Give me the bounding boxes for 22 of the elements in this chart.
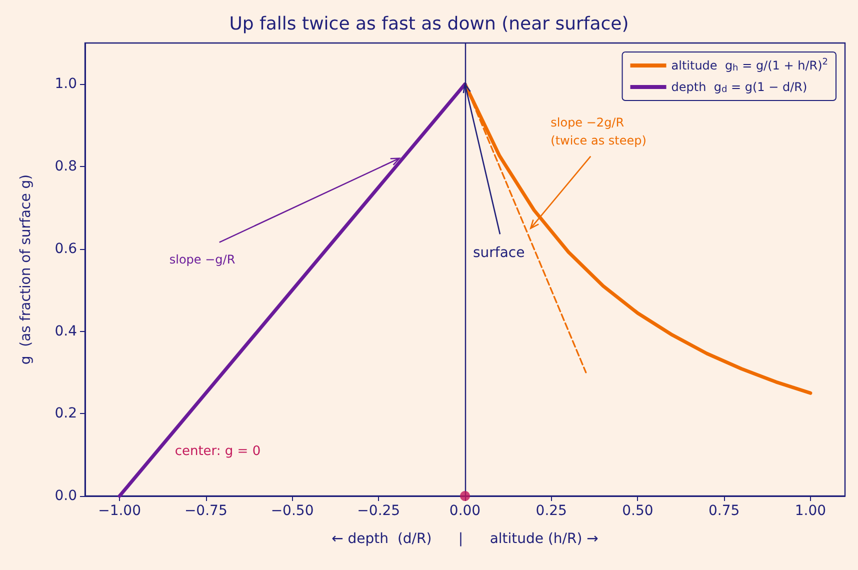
y-axis-title: g (as fraction of surface g) (18, 174, 34, 365)
x-tick-label: 0.50 (622, 503, 654, 519)
chart-title: Up falls twice as fast as down (near surface) (229, 14, 629, 34)
y-tick-label: 0.6 (54, 240, 78, 257)
annotation: center: g = 0 (174, 444, 261, 459)
annotation: slope −2g/R (twice as steep) (550, 115, 646, 148)
y-tick-label: 1.0 (54, 76, 77, 92)
x-tick-label: 0.25 (536, 503, 567, 519)
y-tick-label: 0.0 (54, 488, 77, 504)
x-tick-label: 1.00 (794, 503, 826, 519)
x-tick-label: −0.75 (184, 503, 228, 519)
annotation: slope −g/R (169, 252, 236, 266)
x-tick-label: −0.25 (357, 503, 400, 519)
x-tick-label: 0.00 (449, 503, 481, 519)
annotation: surface (473, 245, 525, 262)
x-tick-label: 0.75 (708, 503, 740, 519)
y-tick-label: 0.8 (54, 158, 77, 175)
y-tick-label: 0.2 (54, 406, 77, 422)
x-axis-title: ← depth (d/R) | altitude (h/R) → (332, 531, 599, 547)
x-tick-label: −0.50 (270, 503, 314, 519)
y-tick-label: 0.4 (54, 323, 78, 340)
x-tick-label: −1.00 (98, 503, 141, 519)
